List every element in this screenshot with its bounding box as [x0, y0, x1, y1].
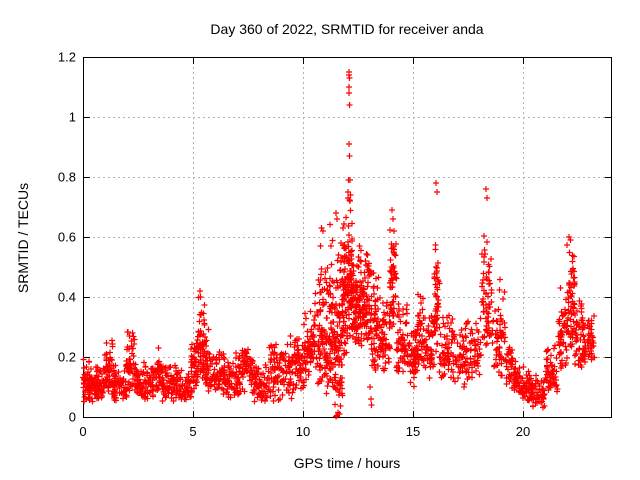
- chart-title: Day 360 of 2022, SRMTID for receiver and…: [210, 21, 484, 37]
- x-tick-label: 0: [79, 424, 86, 439]
- y-tick-label: 0.6: [58, 230, 76, 245]
- y-tick-label: 1.2: [58, 50, 76, 65]
- x-axis-label: GPS time / hours: [293, 455, 401, 471]
- y-tick-label: 0.4: [58, 290, 76, 305]
- y-tick-label: 0.2: [58, 350, 76, 365]
- tick-marks: [83, 57, 611, 418]
- y-tick-label: 1: [69, 110, 76, 125]
- y-tick-label: 0.8: [58, 170, 76, 185]
- x-tick-label: 15: [406, 424, 420, 439]
- x-tick-label: 5: [189, 424, 196, 439]
- x-tick-label: 10: [296, 424, 310, 439]
- scatter-points: [80, 69, 598, 420]
- x-tick-label: 20: [516, 424, 530, 439]
- y-tick-label: 0: [69, 410, 76, 425]
- plot-border: [83, 57, 612, 418]
